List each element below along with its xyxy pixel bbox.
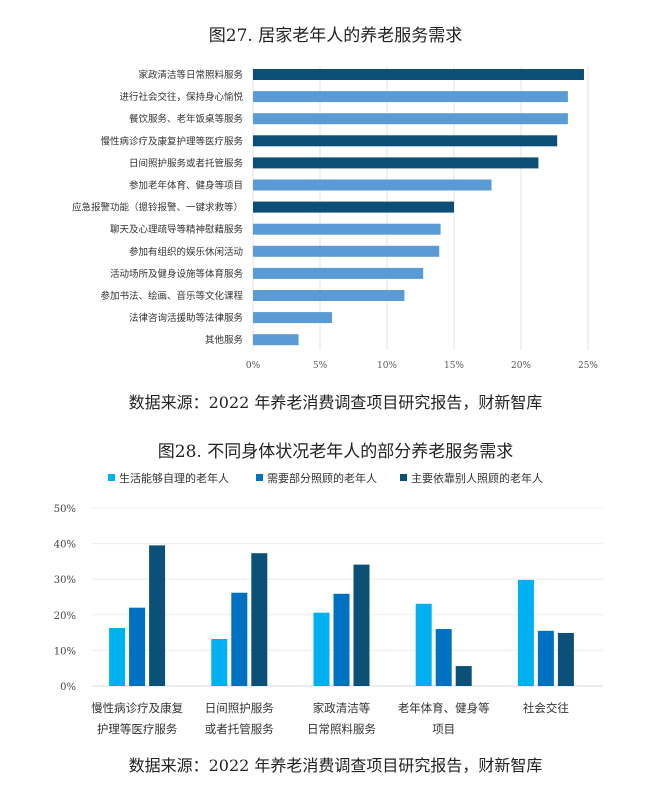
x-tick-label: 25%: [578, 361, 598, 371]
legend-swatch: [108, 474, 115, 481]
bar: [455, 666, 472, 686]
legend-swatch: [256, 474, 263, 481]
x-tick-label: 0%: [246, 361, 261, 371]
legend-label: 需要部分照顾的老年人: [267, 471, 377, 485]
category-label: 或者托管服务: [205, 722, 274, 736]
bar: [415, 603, 432, 686]
category-label: 慢性病诊疗及康复护理等医疗服务: [100, 135, 243, 147]
bar: [129, 607, 146, 686]
category-label: 参加有组织的娱乐休闲活动: [129, 246, 243, 258]
x-tick-label: 20%: [511, 361, 531, 371]
bar: [517, 579, 534, 686]
bar: [333, 593, 350, 686]
bar: [253, 113, 568, 125]
category-label: 法律咨询活援助等法律服务: [129, 312, 244, 324]
category-label: 老年体育、健身等: [398, 701, 490, 715]
bar: [253, 267, 424, 279]
category-label: 家政清洁等: [313, 701, 371, 715]
legend-label: 生活能够自理的老年人: [119, 471, 229, 485]
bar: [253, 334, 299, 346]
chart2-source: 数据来源：2022 年养老消费调查项目研究报告，财新智库: [128, 756, 543, 775]
bar: [557, 632, 574, 686]
category-label: 其他服务: [205, 334, 244, 346]
legend-swatch: [400, 474, 407, 481]
bar: [253, 312, 333, 324]
category-label: 社会交往: [523, 701, 569, 715]
chart1-source: 数据来源：2022 年养老消费调查项目研究报告，财新智库: [128, 393, 543, 412]
bar: [253, 245, 440, 257]
bar: [231, 592, 248, 686]
bar: [149, 545, 166, 686]
bar: [353, 564, 370, 686]
chart2-title: 图28. 不同身体状况老年人的部分养老服务需求: [157, 442, 514, 462]
category-label: 参加书法、绘画、音乐等文化课程: [100, 290, 243, 302]
y-tick-label: 10%: [54, 646, 76, 657]
x-tick-label: 15%: [444, 361, 464, 371]
bar: [253, 91, 568, 103]
bar: [253, 201, 454, 213]
x-tick-label: 5%: [313, 361, 328, 371]
x-tick-label: 10%: [377, 361, 397, 371]
y-tick-label: 30%: [54, 575, 76, 586]
category-label: 项目: [432, 722, 455, 736]
chart1: 0% 5% 10% 15% 20% 25% 家政清洁等日常照料服务进行社会交往，保持身心愉悦…: [72, 66, 598, 371]
category-label: 慢性病诊疗及康复: [91, 701, 183, 715]
category-label: 聊天及心理疏导等精神慰藉服务: [110, 224, 244, 236]
category-label: 餐饮服务、老年饭桌等服务: [129, 113, 244, 125]
category-label: 日间照护服务: [205, 701, 274, 715]
category-label: 护理等医疗服务: [97, 722, 178, 736]
y-tick-label: 20%: [54, 611, 76, 622]
category-label: 家政清洁等日常照料服务: [138, 69, 243, 81]
bar: [109, 627, 126, 686]
bar: [253, 135, 558, 147]
bar: [253, 69, 584, 80]
category-label: 应急报警功能（摁铃报警、一键求救等）: [72, 202, 243, 214]
bar: [251, 553, 268, 686]
category-label: 进行社会交往，保持身心愉悦: [119, 91, 243, 103]
category-label: 参加老年体育、健身等项目: [129, 180, 243, 192]
category-label: 活动场所及健身设施等体育服务: [110, 268, 244, 280]
bar: [253, 179, 492, 191]
chart2: 生活能够自理的老年人 需要部分照顾的老年人 主要依靠别人照顾的老年人 0% 10% 20%…: [54, 471, 603, 736]
legend-label: 主要依靠别人照顾的老年人: [411, 471, 543, 485]
chart1-title: 图27. 居家老年人的养老服务需求: [208, 26, 463, 46]
bar: [253, 290, 405, 301]
bar: [435, 629, 452, 686]
bar: [537, 630, 554, 686]
category-label: 日常照料服务: [307, 722, 376, 736]
bar: [253, 157, 539, 169]
y-tick-label: 40%: [54, 540, 76, 551]
bar: [211, 639, 228, 686]
bar: [313, 612, 330, 686]
category-label: 日间照护服务或者托管服务: [129, 157, 244, 169]
y-tick-label: 0%: [60, 682, 76, 693]
bar: [253, 223, 441, 235]
y-tick-label: 50%: [54, 504, 76, 515]
